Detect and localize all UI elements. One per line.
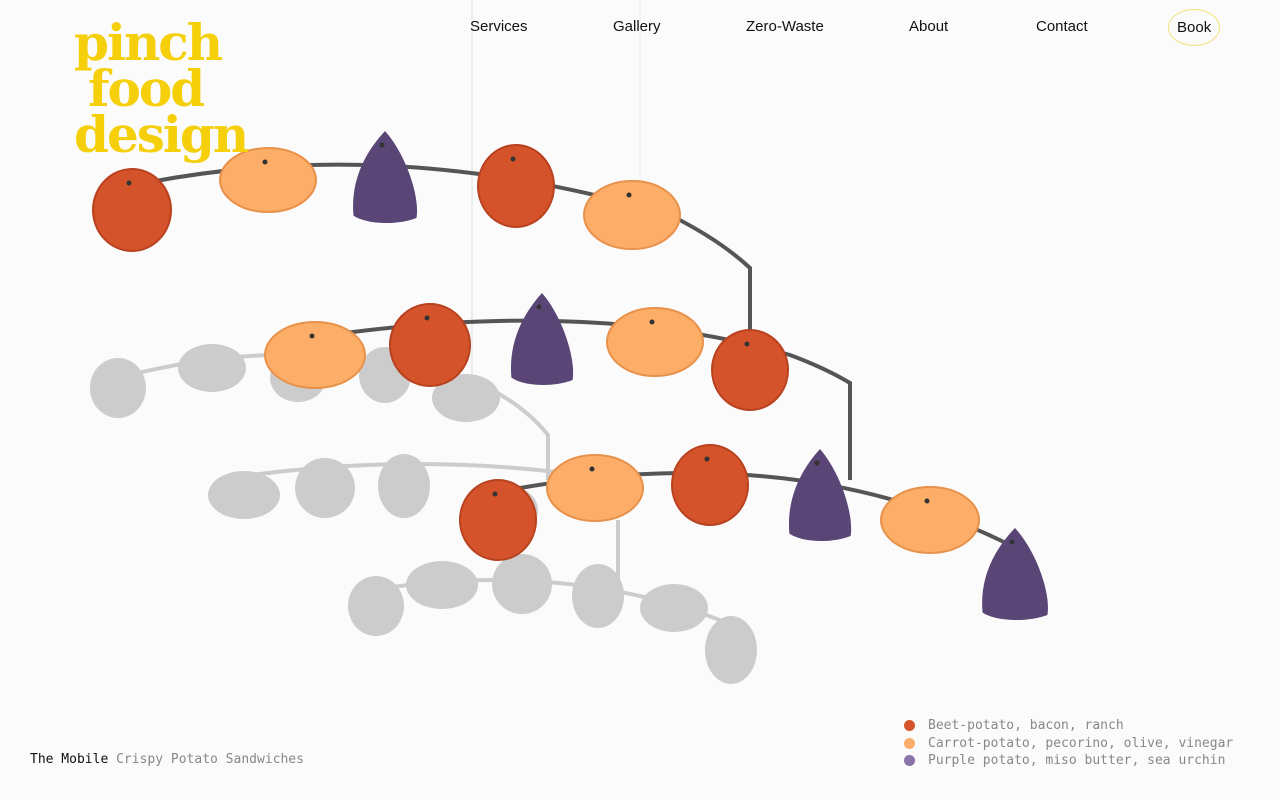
beet-chip: [671, 444, 749, 526]
purple-chip: [788, 449, 852, 541]
logo[interactable]: pinch food design: [74, 13, 249, 164]
shadow-chip: [295, 458, 355, 518]
shadow-chip: [492, 554, 552, 614]
hole: [262, 159, 268, 165]
legend-item: Purple potato, miso butter, sea urchin: [904, 752, 1233, 770]
shadow-chip: [178, 344, 246, 392]
legend: Beet-potato, bacon, ranch Carrot-potato,…: [904, 717, 1233, 770]
purple-chip: [510, 293, 574, 385]
shadow-chip: [406, 561, 478, 609]
caption-subtitle: Crispy Potato Sandwiches: [116, 752, 304, 767]
purple-chip: [353, 131, 418, 223]
shadow-chip: [640, 584, 708, 632]
legend-label: Beet-potato, bacon, ranch: [928, 718, 1124, 734]
beet-chip: [389, 303, 471, 387]
nav-about[interactable]: About: [909, 18, 949, 35]
carrot-chip: [546, 454, 644, 522]
beet-chip: [477, 144, 555, 228]
logo-line: pinch: [74, 13, 223, 72]
carrot-chip: [264, 321, 366, 389]
purple-chip: [982, 528, 1048, 620]
carrot-chip: [606, 307, 704, 377]
logo-line: food: [88, 59, 205, 118]
hole: [924, 498, 930, 504]
shadow-chip: [572, 564, 624, 628]
shadow-chip: [90, 358, 146, 418]
carrot-dot-icon: [904, 737, 915, 749]
shadow-chip: [432, 374, 500, 422]
hole: [492, 491, 498, 497]
hole: [536, 304, 542, 310]
logo-line: design: [74, 105, 249, 164]
caption-title: The Mobile: [30, 752, 109, 767]
beet-chip: [92, 168, 172, 252]
legend-item: Carrot-potato, pecorino, olive, vinegar: [904, 735, 1233, 753]
hole: [589, 466, 595, 472]
hole: [126, 180, 132, 186]
hole: [626, 192, 632, 198]
beet-chip: [711, 329, 789, 411]
hole: [744, 341, 750, 347]
nav-services[interactable]: Services: [470, 18, 528, 35]
legend-label: Purple potato, miso butter, sea urchin: [928, 753, 1226, 769]
hole: [704, 456, 710, 462]
carrot-chip: [583, 180, 681, 250]
hole: [379, 142, 385, 148]
hole: [649, 319, 655, 325]
hole: [814, 460, 820, 466]
beet-dot-icon: [904, 720, 915, 732]
nav-zero-waste[interactable]: Zero-Waste: [746, 18, 824, 35]
nav-contact[interactable]: Contact: [1036, 18, 1088, 35]
hole: [424, 315, 430, 321]
legend-label: Carrot-potato, pecorino, olive, vinegar: [928, 735, 1234, 751]
shadow-chip: [208, 471, 280, 519]
main-nav: Services Gallery Zero-Waste About Contac…: [0, 0, 1280, 56]
legend-item: Beet-potato, bacon, ranch: [904, 717, 1233, 735]
hole: [309, 333, 315, 339]
shadow-chip: [348, 576, 404, 636]
purple-dot-icon: [904, 755, 915, 767]
beet-chip: [459, 479, 537, 561]
hole: [510, 156, 516, 162]
hole: [1009, 539, 1015, 545]
nav-gallery[interactable]: Gallery: [613, 18, 661, 35]
carrot-chip: [880, 486, 980, 554]
shadow-chip: [378, 454, 430, 518]
caption: The Mobile Crispy Potato Sandwiches: [30, 752, 304, 767]
carrot-chip: [219, 147, 317, 213]
book-button[interactable]: Book: [1168, 9, 1221, 46]
shadow-chip: [705, 616, 757, 684]
